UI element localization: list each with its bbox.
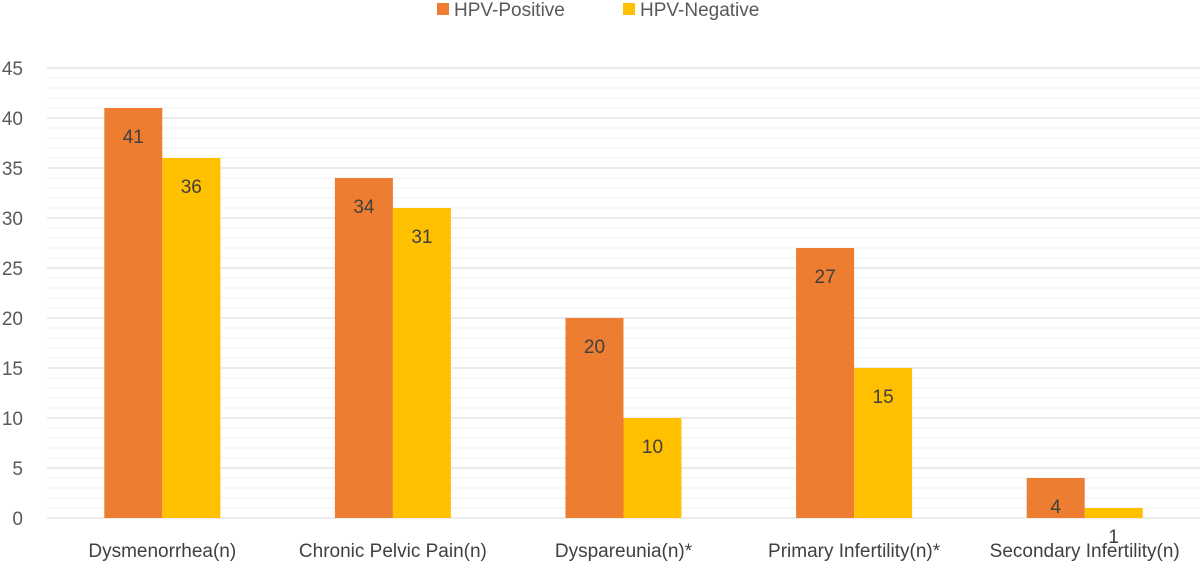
- x-tick-label: Primary Infertility(n)*: [768, 541, 941, 562]
- bar-hpv-positive: [334, 178, 393, 518]
- bar-hpv-negative: [392, 208, 451, 518]
- data-label: 41: [123, 127, 144, 148]
- legend-swatch-hpv-positive: [437, 3, 449, 15]
- bar-hpv-negative: [623, 418, 682, 518]
- y-tick-label: 20: [2, 309, 23, 330]
- y-tick-label: 5: [12, 459, 23, 480]
- x-tick-label: Chronic Pelvic Pain(n): [299, 541, 487, 562]
- bar-hpv-positive: [104, 108, 163, 518]
- y-tick-label: 35: [2, 159, 23, 180]
- y-tick-label: 15: [2, 359, 23, 380]
- data-label: 20: [584, 337, 605, 358]
- bar-hpv-positive: [796, 248, 855, 518]
- bar-hpv-positive: [1026, 478, 1085, 518]
- legend: HPV-Positive HPV-Negative: [437, 0, 759, 21]
- data-label: 34: [353, 197, 375, 218]
- data-label: 1: [1108, 527, 1119, 548]
- bar-hpv-positive: [565, 318, 624, 518]
- y-tick-label: 30: [2, 209, 23, 230]
- legend-label: HPV-Negative: [640, 0, 759, 21]
- bar-hpv-negative: [854, 368, 913, 518]
- data-label: 31: [411, 227, 432, 248]
- bars: [104, 108, 1143, 518]
- y-axis-ticks: 0 5 10 15 20 25 30 35 40 45: [2, 59, 23, 530]
- x-tick-label: Secondary Infertility(n): [990, 541, 1180, 562]
- data-label: 27: [815, 267, 836, 288]
- y-tick-label: 0: [12, 509, 23, 530]
- y-tick-label: 45: [2, 59, 23, 80]
- y-tick-label: 40: [2, 109, 23, 130]
- data-label: 10: [642, 437, 663, 458]
- x-tick-label: Dyspareunia(n)*: [555, 541, 693, 562]
- y-tick-label: 10: [2, 409, 23, 430]
- data-label: 36: [181, 177, 202, 198]
- x-tick-label: Dysmenorrhea(n): [88, 541, 236, 562]
- bar-hpv-negative: [162, 158, 221, 518]
- legend-label: HPV-Positive: [454, 0, 565, 21]
- x-axis-ticks: Dysmenorrhea(n) Chronic Pelvic Pain(n) Dys…: [88, 541, 1179, 562]
- data-label: 15: [873, 387, 894, 408]
- bar-hpv-negative: [1084, 508, 1143, 518]
- legend-swatch-hpv-negative: [623, 3, 635, 15]
- y-tick-label: 25: [2, 259, 23, 280]
- data-label: 4: [1050, 497, 1061, 518]
